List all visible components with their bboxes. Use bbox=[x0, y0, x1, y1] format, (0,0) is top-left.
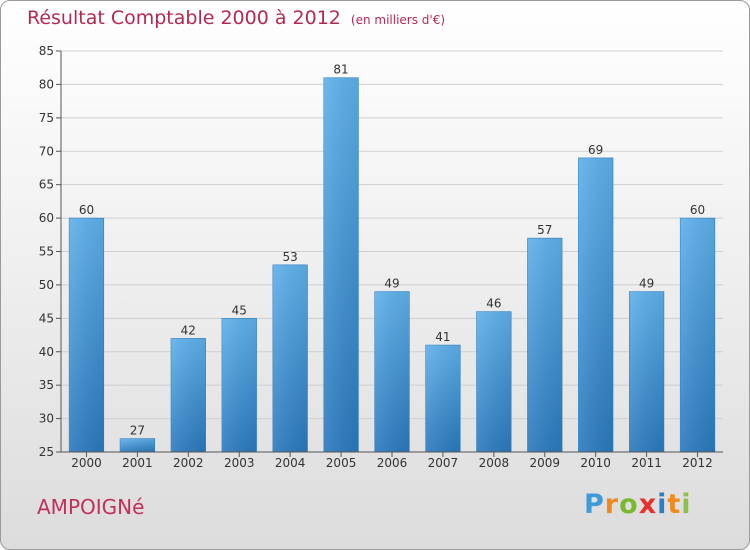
x-tick-label: 2002 bbox=[173, 456, 204, 470]
y-tick-label: 65 bbox=[39, 178, 54, 192]
bar-value-label: 60 bbox=[690, 203, 705, 217]
y-tick-label: 70 bbox=[39, 144, 54, 158]
x-tick-label: 2010 bbox=[580, 456, 611, 470]
bar-value-label: 41 bbox=[435, 330, 450, 344]
x-tick-label: 2009 bbox=[529, 456, 560, 470]
x-tick-label: 2011 bbox=[631, 456, 662, 470]
bar-shade bbox=[476, 311, 512, 452]
x-tick-label: 2007 bbox=[428, 456, 459, 470]
bar-value-label: 49 bbox=[639, 277, 654, 291]
proxiti-logo: Proxiti bbox=[584, 489, 692, 520]
y-tick-label: 85 bbox=[39, 44, 54, 58]
bar-shade bbox=[221, 318, 257, 452]
x-tick-label: 2005 bbox=[326, 456, 357, 470]
commune-name: AMPOIGNé bbox=[37, 495, 145, 519]
y-tick-label: 75 bbox=[39, 111, 54, 125]
x-tick-label: 2000 bbox=[71, 456, 102, 470]
y-tick-label: 50 bbox=[39, 278, 54, 292]
chart-title-text: Résultat Comptable 2000 à 2012 bbox=[27, 7, 341, 29]
logo-letter: r bbox=[604, 489, 620, 520]
y-tick-label: 60 bbox=[39, 211, 54, 225]
x-tick-label: 2004 bbox=[275, 456, 306, 470]
bar-shade bbox=[578, 157, 614, 452]
x-tick-label: 2012 bbox=[682, 456, 713, 470]
bar-value-label: 45 bbox=[232, 303, 247, 317]
y-tick-label: 40 bbox=[39, 345, 54, 359]
bar-value-label: 53 bbox=[283, 250, 298, 264]
bar-shade bbox=[170, 338, 206, 452]
logo-letter: x bbox=[638, 489, 658, 520]
bar-shade bbox=[527, 238, 563, 452]
bar-value-label: 57 bbox=[537, 223, 552, 237]
bar-value-label: 81 bbox=[333, 63, 348, 77]
bar-shade bbox=[120, 438, 155, 452]
bar-value-label: 60 bbox=[79, 203, 94, 217]
logo-letter: i bbox=[681, 489, 692, 520]
bar-shade bbox=[323, 77, 359, 452]
bar-value-label: 27 bbox=[130, 424, 145, 438]
bar-shade bbox=[272, 264, 308, 452]
bar-shade bbox=[629, 291, 664, 452]
y-tick-label: 30 bbox=[39, 412, 54, 426]
chart-title: Résultat Comptable 2000 à 2012 (en millie… bbox=[27, 7, 445, 29]
bar-shade bbox=[680, 218, 715, 452]
chart-subtitle: (en milliers d'€) bbox=[350, 13, 446, 27]
x-tick-label: 2008 bbox=[479, 456, 510, 470]
bar-value-label: 42 bbox=[181, 323, 196, 337]
y-tick-label: 35 bbox=[39, 378, 54, 392]
logo-letter: i bbox=[657, 489, 668, 520]
y-tick-label: 80 bbox=[39, 77, 54, 91]
y-tick-label: 45 bbox=[39, 311, 54, 325]
logo-letter: o bbox=[619, 489, 639, 520]
logo-letter: t bbox=[667, 489, 682, 520]
x-tick-label: 2003 bbox=[224, 456, 255, 470]
bar-value-label: 49 bbox=[384, 277, 399, 291]
bar-shade bbox=[425, 345, 461, 452]
bar-shade bbox=[374, 291, 410, 452]
x-tick-label: 2001 bbox=[122, 456, 153, 470]
bar-value-label: 69 bbox=[588, 143, 603, 157]
y-tick-label: 25 bbox=[39, 445, 54, 459]
x-tick-label: 2006 bbox=[377, 456, 408, 470]
bar-shade bbox=[69, 218, 104, 452]
bar-value-label: 46 bbox=[486, 297, 501, 311]
y-tick-label: 55 bbox=[39, 245, 54, 259]
logo-letter: P bbox=[584, 489, 605, 520]
